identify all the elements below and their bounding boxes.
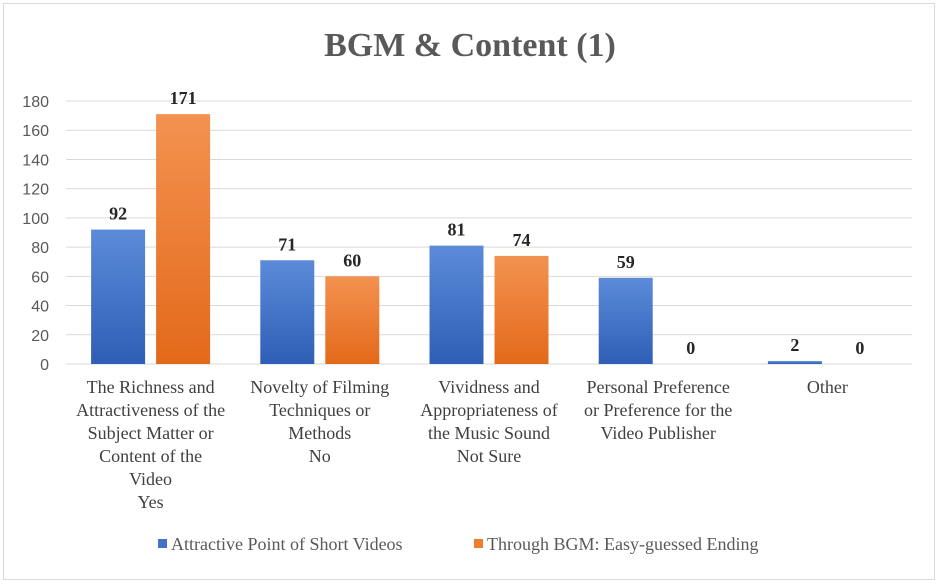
data-label: 92 (109, 204, 127, 224)
category-label: Yes (137, 492, 163, 512)
y-tick-label: 120 (22, 182, 49, 199)
legend-entry: Attractive Point of Short Videos (171, 534, 403, 554)
category-label: Video Publisher (600, 423, 715, 443)
bar-attractive-point (598, 277, 653, 364)
y-tick-label: 40 (31, 299, 49, 316)
data-label: 74 (513, 230, 531, 250)
y-tick-label: 140 (22, 152, 49, 169)
data-label: 71 (278, 234, 296, 254)
category-label: The Richness and (87, 377, 215, 397)
category-label: Video (129, 469, 172, 489)
category-label: Subject Matter or (88, 423, 214, 443)
category-label: Methods (288, 423, 351, 443)
legend-swatch (474, 539, 483, 548)
category-label: Content of the (99, 446, 202, 466)
y-tick-label: 100 (22, 211, 49, 228)
bar-attractive-point (767, 361, 822, 364)
category-label: Novelty of Filming (250, 377, 389, 397)
y-tick-label: 160 (22, 123, 49, 140)
chart-title: BGM & Content (1) (324, 27, 616, 64)
bar-through-bgm (325, 276, 380, 364)
y-tick-label: 80 (31, 240, 49, 257)
category-label: Vividness and (438, 377, 539, 397)
y-tick-label: 20 (31, 328, 49, 345)
y-tick-label: 0 (40, 357, 49, 374)
data-label: 60 (343, 250, 361, 270)
data-label: 59 (617, 252, 635, 272)
y-tick-label: 180 (22, 94, 49, 111)
data-label: 171 (170, 88, 197, 108)
category-label: Techniques or (269, 400, 370, 420)
category-label: Attractiveness of the (76, 400, 225, 420)
bar-through-bgm (156, 114, 211, 365)
category-label: the Music Sound (428, 423, 550, 443)
category-label: No (309, 446, 331, 466)
data-label: 2 (790, 335, 799, 355)
bar-through-bgm (494, 255, 549, 364)
data-label: 81 (448, 220, 466, 240)
category-label: Appropriateness of (420, 400, 557, 420)
data-label: 0 (855, 338, 864, 358)
category-label: Not Sure (457, 446, 522, 466)
legend-swatch (158, 539, 167, 548)
category-label: Personal Preference (586, 377, 729, 397)
category-label: Other (807, 377, 848, 397)
y-tick-label: 60 (31, 269, 49, 286)
data-label: 0 (686, 338, 695, 358)
bar-attractive-point (429, 245, 484, 364)
category-label: or Preference for the (584, 400, 732, 420)
legend-entry: Through BGM: Easy-guessed Ending (487, 534, 758, 554)
bar-attractive-point (91, 229, 146, 364)
bar-attractive-point (260, 260, 315, 364)
